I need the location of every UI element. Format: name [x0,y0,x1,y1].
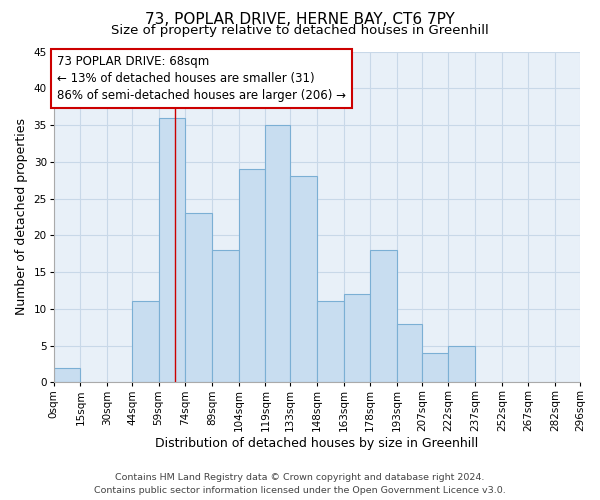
Text: Size of property relative to detached houses in Greenhill: Size of property relative to detached ho… [111,24,489,37]
Bar [448,346,475,383]
Bar [185,214,212,382]
Bar [370,250,397,382]
Text: 73, POPLAR DRIVE, HERNE BAY, CT6 7PY: 73, POPLAR DRIVE, HERNE BAY, CT6 7PY [145,12,455,28]
Bar [344,294,370,382]
Bar [317,302,344,382]
Text: 73 POPLAR DRIVE: 68sqm
← 13% of detached houses are smaller (31)
86% of semi-det: 73 POPLAR DRIVE: 68sqm ← 13% of detached… [58,55,346,102]
Y-axis label: Number of detached properties: Number of detached properties [15,118,28,316]
Bar [265,125,290,382]
Text: Contains HM Land Registry data © Crown copyright and database right 2024.
Contai: Contains HM Land Registry data © Crown c… [94,474,506,495]
Bar [397,324,422,382]
Bar [422,353,448,382]
X-axis label: Distribution of detached houses by size in Greenhill: Distribution of detached houses by size … [155,437,479,450]
Bar [158,118,185,382]
Bar [239,169,265,382]
Bar [54,368,80,382]
Bar [132,302,158,382]
Bar [212,250,239,382]
Bar [290,176,317,382]
